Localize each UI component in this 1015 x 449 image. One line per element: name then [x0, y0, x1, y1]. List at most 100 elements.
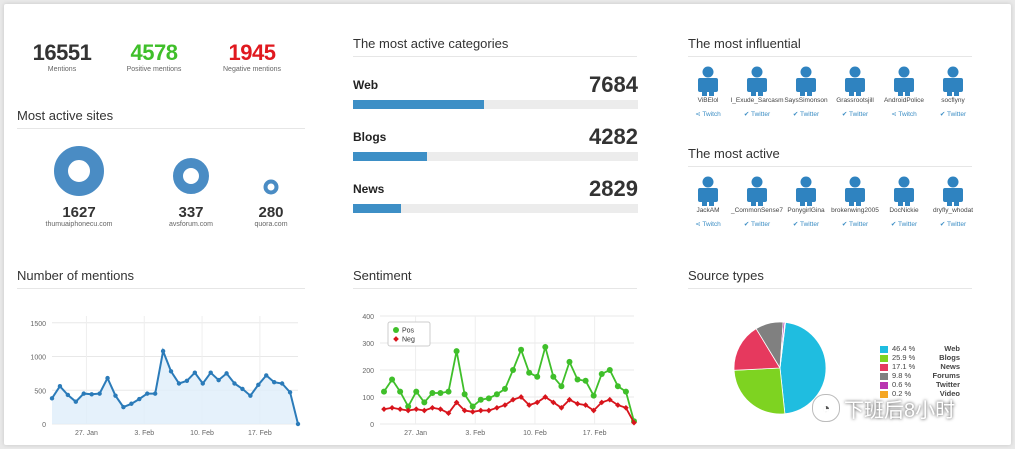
series-point-pos[interactable] — [542, 344, 549, 351]
legend-label[interactable]: Pos — [402, 328, 415, 335]
mentions-point[interactable] — [184, 378, 190, 383]
series-point-neg[interactable] — [437, 406, 444, 412]
series-point-neg[interactable] — [510, 396, 516, 403]
series-point-pos[interactable] — [598, 371, 605, 378]
mentions-point[interactable] — [256, 382, 261, 388]
person-source-link[interactable]: ✔ Twitter — [730, 220, 784, 228]
series-point-neg[interactable] — [389, 404, 395, 411]
legend-item[interactable]: 9.8 % Forums — [880, 371, 960, 380]
mentions-point[interactable] — [279, 381, 285, 386]
pie-slice[interactable] — [733, 367, 786, 415]
mentions-point[interactable] — [192, 370, 198, 375]
series-point-pos[interactable] — [437, 389, 444, 396]
series-point-neg[interactable] — [486, 407, 492, 414]
series-point-neg[interactable] — [429, 404, 436, 411]
mentions-point[interactable] — [232, 381, 237, 386]
series-point-neg[interactable] — [477, 407, 484, 414]
mentions-point[interactable] — [295, 421, 301, 427]
mentions-point[interactable] — [73, 399, 79, 404]
series-point-pos[interactable] — [485, 395, 492, 402]
series-point-neg[interactable] — [558, 404, 565, 411]
series-point-pos[interactable] — [381, 388, 387, 395]
series-point-pos[interactable] — [558, 383, 565, 390]
pie-slice[interactable] — [733, 328, 781, 371]
series-point-pos[interactable] — [622, 388, 629, 395]
series-point-pos[interactable] — [421, 399, 428, 406]
mentions-point[interactable] — [137, 396, 142, 402]
series-point-pos[interactable] — [590, 392, 597, 399]
person-item[interactable]: DocNickie ✔ Twitter — [877, 176, 931, 228]
series-point-pos[interactable] — [445, 388, 452, 395]
person-item[interactable]: SaysSimonson ✔ Twitter — [779, 66, 833, 118]
series-point-pos[interactable] — [389, 376, 396, 383]
series-point-pos[interactable] — [614, 383, 621, 390]
series-point-pos[interactable] — [534, 373, 541, 380]
person-item[interactable]: I_Exude_Sarcasm ✔ Twitter — [730, 66, 784, 118]
legend-item[interactable]: 25.9 % Blogs — [880, 353, 960, 362]
person-source-link[interactable]: ✔ Twitter — [779, 110, 833, 118]
series-point-neg[interactable] — [518, 394, 524, 400]
mentions-point[interactable] — [129, 401, 134, 406]
series-point-neg[interactable] — [566, 396, 573, 403]
mentions-point[interactable] — [168, 369, 174, 374]
series-point-pos[interactable] — [566, 358, 573, 365]
series-point-pos[interactable] — [518, 346, 525, 353]
series-point-neg[interactable] — [469, 409, 476, 415]
series-point-pos[interactable] — [405, 403, 412, 410]
person-item[interactable]: PonygirlGina ✔ Twitter — [779, 176, 833, 228]
person-source-link[interactable]: ✔ Twitter — [926, 110, 980, 118]
series-point-pos[interactable] — [493, 391, 500, 398]
person-item[interactable]: Grassrootsjill ✔ Twitter — [828, 66, 882, 118]
mentions-point[interactable] — [152, 391, 158, 396]
series-point-neg[interactable] — [445, 410, 452, 417]
series-point-pos[interactable] — [413, 388, 420, 395]
legend-item[interactable]: 0.6 % Twitter — [880, 380, 960, 389]
series-point-neg[interactable] — [421, 407, 428, 414]
series-point-pos[interactable] — [469, 403, 476, 410]
person-source-link[interactable]: ⋖ Twitch — [877, 110, 931, 118]
mentions-point[interactable] — [57, 384, 63, 389]
person-item[interactable]: JackAM ⋖ Twitch — [681, 176, 735, 228]
person-item[interactable]: AndroidPolice ⋖ Twitch — [877, 66, 931, 118]
site-item[interactable]: 1627 thumuaiphonecu.com — [24, 144, 134, 228]
series-point-neg[interactable] — [397, 406, 403, 412]
mentions-point[interactable] — [113, 393, 118, 398]
series-point-neg[interactable] — [574, 400, 581, 407]
person-source-link[interactable]: ⋖ Twitch — [681, 220, 735, 228]
series-point-pos[interactable] — [461, 391, 468, 398]
series-point-pos[interactable] — [397, 388, 404, 395]
series-point-neg[interactable] — [606, 396, 613, 403]
mentions-point[interactable] — [208, 370, 213, 375]
series-point-pos[interactable] — [453, 348, 460, 355]
series-point-neg[interactable] — [381, 406, 387, 412]
mentions-point[interactable] — [81, 391, 86, 396]
series-point-pos[interactable] — [477, 396, 484, 403]
person-source-link[interactable]: ✔ Twitter — [828, 110, 882, 118]
mentions-point[interactable] — [65, 392, 71, 398]
series-point-pos[interactable] — [550, 373, 557, 380]
series-point-pos[interactable] — [606, 367, 613, 373]
series-point-pos[interactable] — [526, 369, 533, 376]
mentions-point[interactable] — [271, 379, 277, 385]
person-item[interactable]: brokenwing2005 ✔ Twitter — [828, 176, 882, 228]
mentions-point[interactable] — [248, 393, 253, 398]
site-item[interactable]: 280 quora.com — [216, 178, 326, 228]
person-source-link[interactable]: ✔ Twitter — [779, 220, 833, 228]
series-point-neg[interactable] — [631, 419, 637, 426]
person-item[interactable]: dryfly_whodat ✔ Twitter — [926, 176, 980, 228]
series-point-pos[interactable] — [429, 389, 436, 396]
series-point-pos[interactable] — [574, 376, 581, 383]
mentions-point[interactable] — [240, 386, 245, 392]
mentions-point[interactable] — [49, 396, 55, 401]
mentions-point[interactable] — [176, 381, 182, 386]
mentions-point[interactable] — [97, 391, 102, 396]
mentions-point[interactable] — [224, 371, 229, 376]
legend-label[interactable]: Neg — [402, 337, 415, 344]
series-point-neg[interactable] — [413, 406, 420, 412]
mentions-point[interactable] — [200, 381, 205, 386]
mentions-point[interactable] — [287, 390, 293, 395]
mentions-point[interactable] — [160, 348, 166, 354]
series-point-pos[interactable] — [501, 385, 508, 392]
person-item[interactable]: ViBElol ⋖ Twitch — [681, 66, 735, 118]
series-point-neg[interactable] — [494, 404, 500, 411]
